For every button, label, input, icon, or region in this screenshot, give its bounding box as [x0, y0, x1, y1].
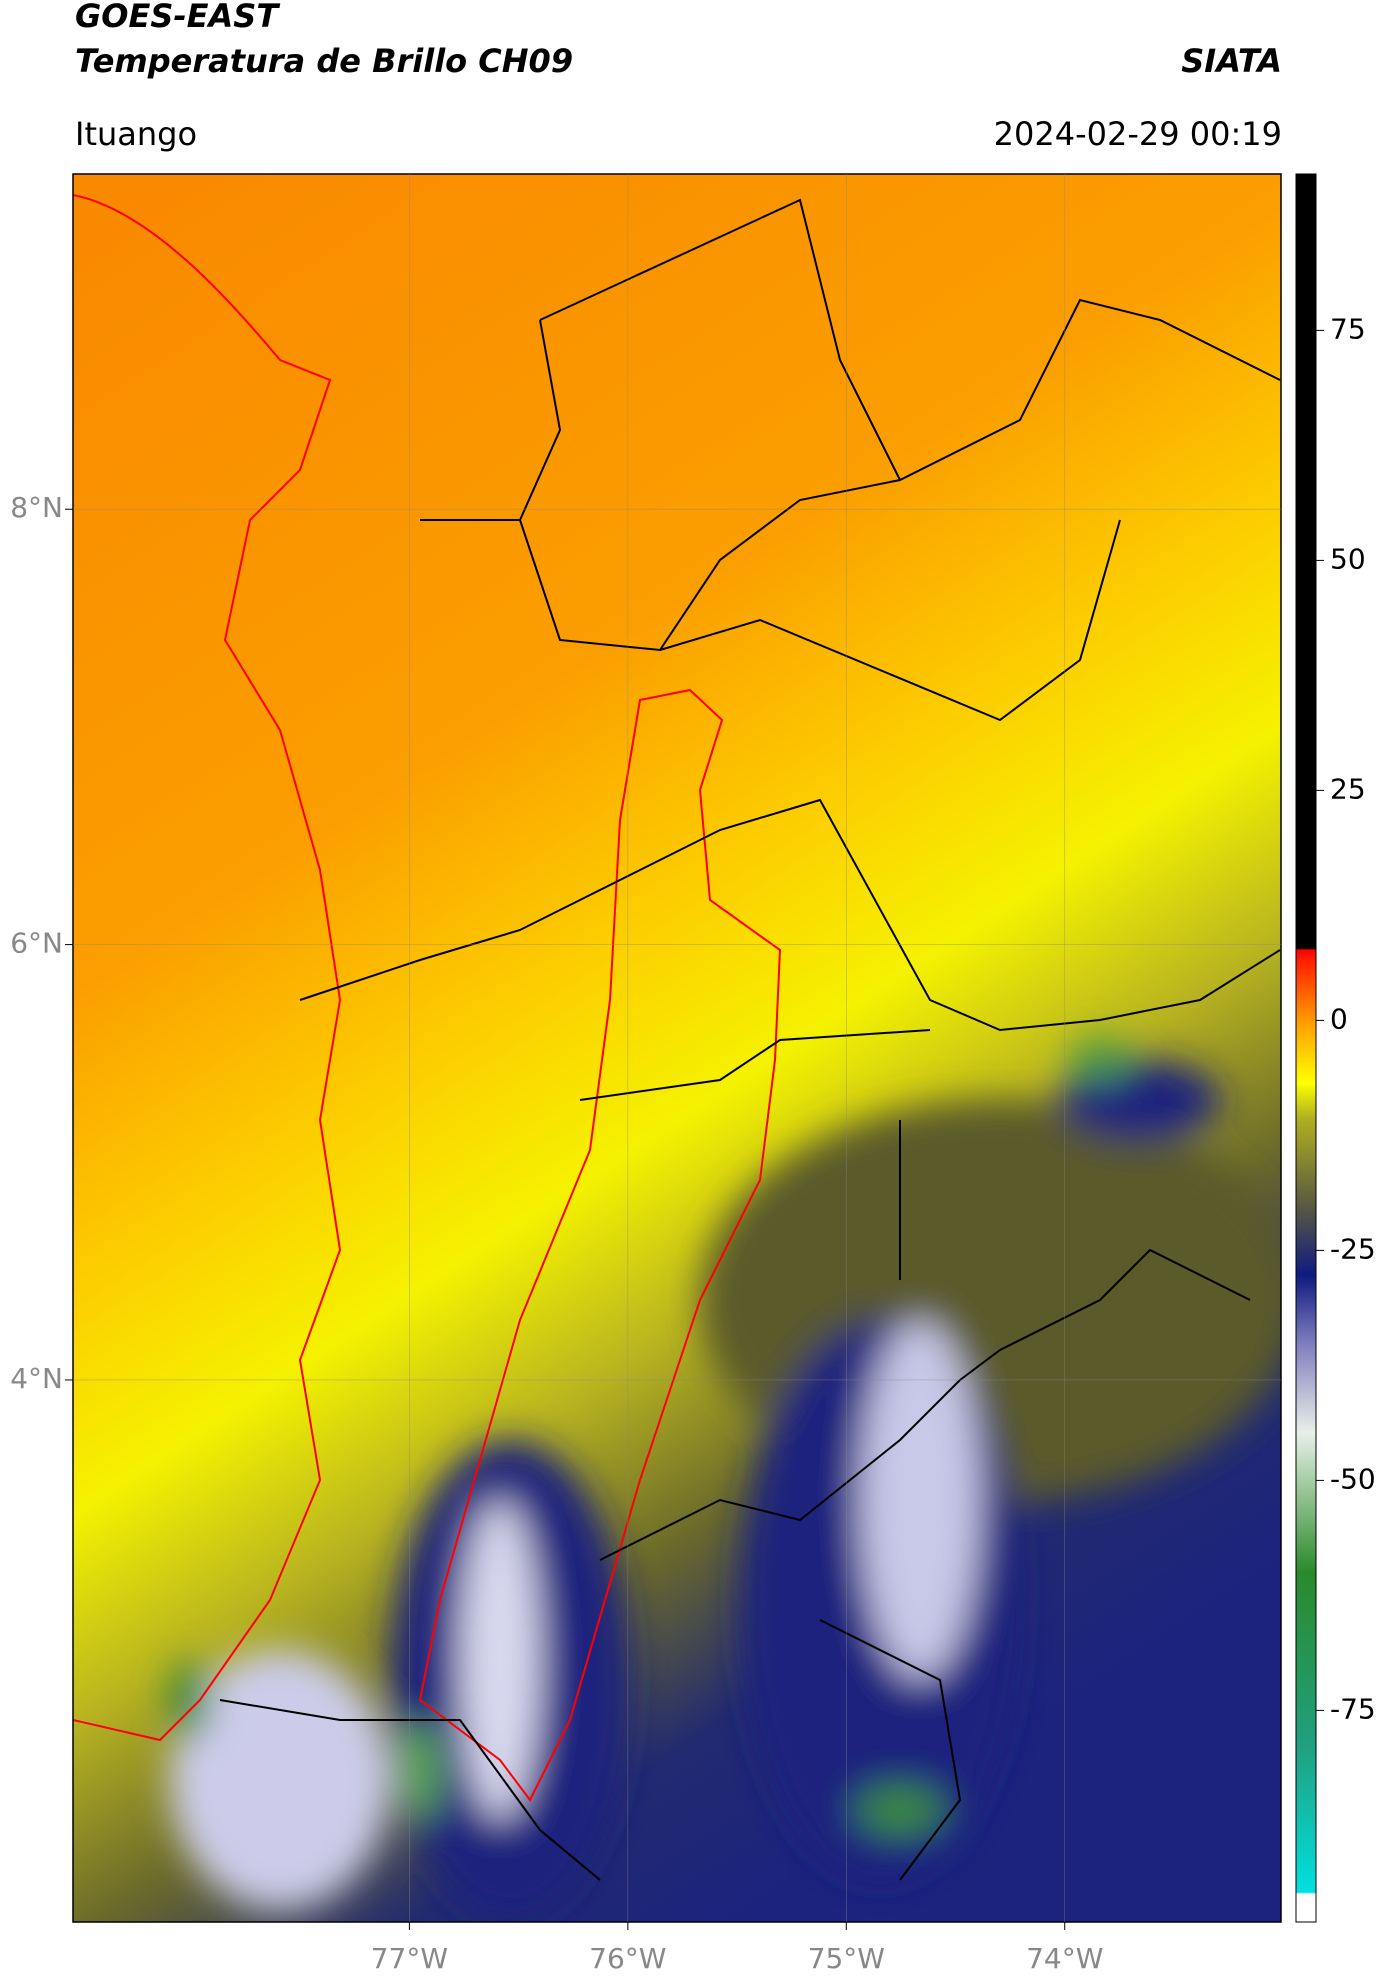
- y-tick-label: 4°N: [10, 1362, 63, 1395]
- map-frame: [72, 173, 1282, 1923]
- map-image: [73, 174, 1281, 1922]
- colorbar-tick-label: -25: [1330, 1232, 1376, 1265]
- title: GOES-EAST: [75, 0, 280, 35]
- x-tick-label: 74°W: [1026, 1942, 1103, 1975]
- x-tick-label: 75°W: [808, 1942, 885, 1975]
- x-tick-label: 77°W: [371, 1942, 448, 1975]
- x-tick-label: 76°W: [589, 1942, 666, 1975]
- y-tick-label: 6°N: [10, 927, 63, 960]
- colorbar-tick-label: 0: [1330, 1002, 1348, 1035]
- colorbar-tick-label: 25: [1330, 772, 1366, 805]
- location: Ituango: [75, 115, 197, 153]
- colorbar-tick-label: -75: [1330, 1692, 1376, 1725]
- datetime: 2024-02-29 00:19: [994, 115, 1282, 153]
- colorbar: [1295, 173, 1317, 1923]
- colorbar-tick-label: -50: [1330, 1462, 1376, 1495]
- source: SIATA: [1181, 42, 1282, 80]
- y-tick-label: 8°N: [10, 491, 63, 524]
- subtitle: Temperatura de Brillo CH09: [75, 42, 573, 80]
- colorbar-tick-label: 50: [1330, 542, 1366, 575]
- colorbar-tick-label: 75: [1330, 312, 1366, 345]
